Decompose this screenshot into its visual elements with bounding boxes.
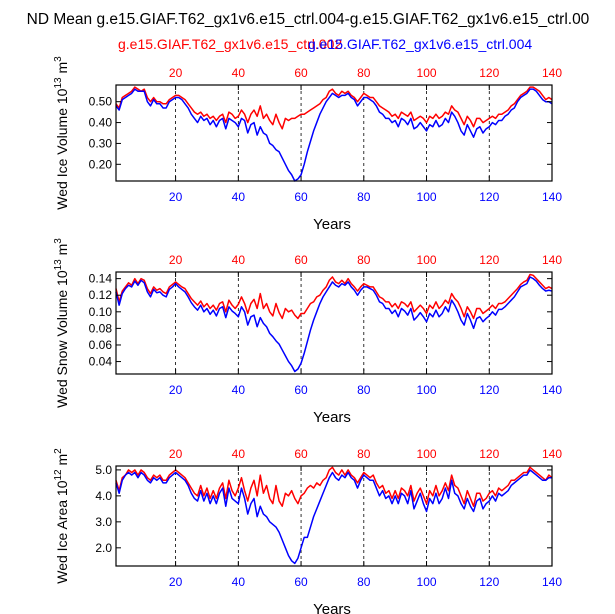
x-tick-label-bottom: 120 — [479, 190, 499, 204]
y-axis-label-main: Wed Ice Area 10 — [54, 480, 70, 583]
series-line-blue — [115, 469, 552, 565]
x-tick-label-top: 100 — [417, 66, 437, 80]
x-tick-label-bottom: 100 — [417, 383, 437, 397]
y-tick-label: 0.06 — [89, 338, 113, 352]
y-tick-label: 0.20 — [89, 157, 113, 171]
x-tick-label-top: 40 — [232, 253, 246, 267]
x-tick-label-top: 120 — [479, 447, 499, 461]
x-tick-label-top: 60 — [294, 447, 308, 461]
y-tick-label: 0.40 — [89, 116, 113, 130]
x-tick-label-top: 60 — [294, 253, 308, 267]
x-axis-label: Years — [313, 601, 351, 614]
x-tick-label-bottom: 20 — [169, 575, 183, 589]
y-tick-label: 0.12 — [89, 288, 113, 302]
x-tick-label-top: 140 — [542, 253, 562, 267]
y-tick-label: 3.0 — [95, 515, 112, 529]
panel-snow-volume: 0.04 0.06 0.08 0.10 0.12 0.14 20 20 40 40 60 60 80 80… — [53, 238, 562, 426]
x-tick-label-bottom: 60 — [294, 575, 308, 589]
plot-frame — [115, 84, 553, 182]
x-tick-label-top: 100 — [417, 447, 437, 461]
y-tick-label: 2.0 — [95, 541, 112, 555]
y-tick-label: 0.04 — [89, 355, 113, 369]
x-tick-label-bottom: 80 — [357, 383, 371, 397]
panels: 0.20 0.30 0.40 0.50 20 20 40 40 60 60 80 80 100 100 12… — [53, 56, 562, 614]
y-tick-label: 0.10 — [89, 305, 113, 319]
y-axis-label-exp: 12 — [53, 469, 64, 481]
y-axis-label-unit: m — [54, 244, 70, 260]
panel-ice-volume: 0.20 0.30 0.40 0.50 20 20 40 40 60 60 80 80 100 100 12… — [53, 56, 562, 233]
x-tick-label-bottom: 40 — [232, 575, 246, 589]
y-axis-label: Wed Ice Volume 1013 m3 — [53, 56, 70, 210]
x-tick-label-top: 80 — [357, 66, 371, 80]
x-tick-label-top: 20 — [169, 447, 183, 461]
y-axis-label-unit-exp: 2 — [53, 448, 64, 454]
x-tick-label-top: 100 — [417, 253, 437, 267]
series-line-blue — [115, 276, 553, 373]
series-line-red — [115, 273, 553, 320]
series-line-red — [115, 466, 553, 508]
x-tick-label-bottom: 100 — [417, 190, 437, 204]
legend-red-label: g.e15.GIAF.T62_gx1v6.e15_ctrl.002 — [118, 36, 342, 52]
x-tick-label-bottom: 100 — [417, 575, 437, 589]
y-tick-label: 5.0 — [95, 463, 112, 477]
x-tick-label-bottom: 140 — [542, 383, 562, 397]
x-tick-label-bottom: 80 — [357, 575, 371, 589]
x-tick-label-bottom: 60 — [294, 383, 308, 397]
x-tick-label-top: 20 — [169, 66, 183, 80]
y-axis-label: Wed Snow Volume 1013 m3 — [53, 238, 70, 408]
y-tick-label: 0.30 — [89, 136, 113, 150]
y-axis-label-main: Wed Ice Volume 10 — [54, 88, 70, 209]
y-tick-label: 0.14 — [89, 272, 113, 286]
x-tick-label-top: 140 — [542, 66, 562, 80]
y-axis-label-main: Wed Snow Volume 10 — [54, 270, 70, 408]
plot-frame — [115, 271, 553, 375]
x-tick-label-top: 80 — [357, 447, 371, 461]
x-tick-label-bottom: 60 — [294, 190, 308, 204]
figure-title: ND Mean g.e15.GIAF.T62_gx1v6.e15_ctrl.00… — [27, 11, 590, 28]
series-line-red — [115, 86, 553, 130]
x-tick-label-bottom: 20 — [169, 383, 183, 397]
y-axis-label-exp: 13 — [53, 77, 64, 89]
x-tick-label-top: 80 — [357, 253, 371, 267]
plot-frame — [115, 465, 553, 567]
x-tick-label-bottom: 140 — [542, 575, 562, 589]
x-tick-label-bottom: 120 — [479, 575, 499, 589]
y-axis-label-unit: m — [54, 62, 70, 78]
x-tick-label-top: 120 — [479, 253, 499, 267]
x-tick-label-bottom: 140 — [542, 190, 562, 204]
x-tick-label-top: 120 — [479, 66, 499, 80]
y-axis-label-unit: m — [54, 454, 70, 470]
x-tick-label-top: 60 — [294, 66, 308, 80]
panel-ice-area: 2.0 3.0 4.0 5.0 20 20 40 40 60 60 80 80 100 100 120 120… — [53, 447, 562, 614]
y-tick-label: 0.50 — [89, 95, 113, 109]
y-axis-label-exp: 13 — [53, 259, 64, 271]
x-tick-label-bottom: 20 — [169, 190, 183, 204]
x-tick-label-top: 140 — [542, 447, 562, 461]
x-tick-label-bottom: 120 — [479, 383, 499, 397]
x-tick-label-bottom: 80 — [357, 190, 371, 204]
y-axis-label-unit-exp: 3 — [53, 238, 64, 244]
x-tick-label-bottom: 40 — [232, 383, 246, 397]
x-axis-label: Years — [313, 216, 351, 233]
x-tick-label-top: 20 — [169, 253, 183, 267]
x-tick-label-top: 40 — [232, 447, 246, 461]
y-tick-label: 4.0 — [95, 489, 112, 503]
x-tick-label-top: 40 — [232, 66, 246, 80]
x-tick-label-bottom: 40 — [232, 190, 246, 204]
y-tick-label: 0.08 — [89, 321, 113, 335]
x-axis-label: Years — [313, 409, 351, 426]
y-axis-label: Wed Ice Area 1012 m2 — [53, 448, 70, 584]
series-line-blue — [115, 88, 553, 182]
y-axis-label-unit-exp: 3 — [53, 56, 64, 62]
legend-blue-label: g.e15.GIAF.T62_gx1v6.e15_ctrl.004 — [308, 36, 532, 52]
